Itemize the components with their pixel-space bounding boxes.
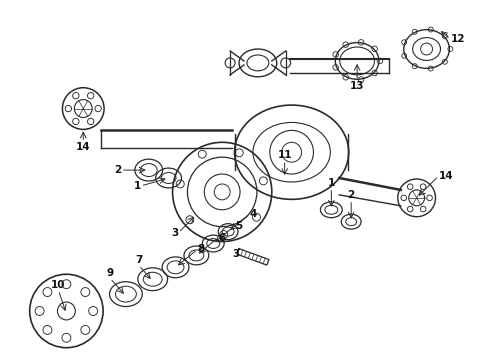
Text: 4: 4: [250, 209, 257, 219]
Text: 8: 8: [197, 244, 205, 255]
Text: 5: 5: [235, 221, 243, 231]
Text: 13: 13: [350, 81, 365, 91]
Text: 3: 3: [172, 228, 178, 238]
Text: 7: 7: [135, 255, 143, 265]
Text: 1: 1: [328, 178, 335, 188]
Text: 1: 1: [134, 181, 141, 191]
Text: 10: 10: [51, 280, 66, 290]
Text: 9: 9: [106, 268, 114, 278]
Text: 6: 6: [218, 233, 225, 243]
Text: 2: 2: [114, 165, 121, 175]
Text: 11: 11: [277, 150, 292, 160]
Text: 3: 3: [233, 249, 240, 260]
Text: 14: 14: [439, 171, 453, 181]
Text: 2: 2: [347, 190, 355, 200]
Text: 14: 14: [76, 142, 91, 152]
Text: 12: 12: [450, 34, 465, 44]
